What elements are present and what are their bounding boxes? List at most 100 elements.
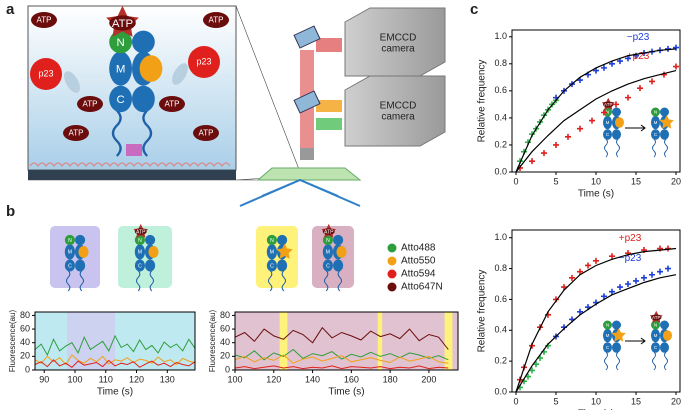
fit-line <box>515 274 677 393</box>
domain-orange <box>78 245 89 258</box>
domain-m <box>266 244 277 260</box>
x-tick-label: 5 <box>553 176 558 186</box>
atp-oval <box>77 96 103 112</box>
p23-label: p23 <box>38 68 53 78</box>
domain-label: M <box>606 120 610 125</box>
domain-label: N <box>138 238 142 244</box>
domain-orange <box>139 55 163 82</box>
point <box>673 63 679 70</box>
hsp90-icon: NM C <box>651 107 674 158</box>
domain-label: M <box>68 250 72 256</box>
domain-orange <box>615 117 624 128</box>
atp-oval <box>651 314 662 321</box>
y-axis-label: Relative frequency <box>477 60 488 143</box>
helix <box>267 270 287 292</box>
point <box>529 367 535 374</box>
domain-c <box>651 129 660 140</box>
y-tick-label: 0.4 <box>494 112 507 122</box>
point <box>577 268 583 275</box>
domain-n <box>64 234 75 246</box>
domain-n <box>266 234 277 246</box>
domain-n <box>651 320 660 330</box>
point <box>625 55 631 62</box>
x-tick-label: 15 <box>631 176 641 186</box>
point <box>585 262 591 269</box>
domain-label: M <box>326 250 330 256</box>
hsp90-icon: NM C <box>603 320 626 371</box>
fit-line <box>515 70 677 173</box>
panel-label: a <box>6 1 15 18</box>
domain-label: M <box>270 250 274 256</box>
point <box>649 271 655 278</box>
domain-label: N <box>606 110 609 115</box>
domain-c <box>75 259 86 272</box>
x-tick-label: 180 <box>383 374 398 384</box>
domain-label: ATP <box>324 229 334 235</box>
domain-c <box>322 259 333 272</box>
domain-orange <box>148 245 159 258</box>
camera-label: camera <box>381 112 415 123</box>
domain-label: M <box>654 333 658 338</box>
helix <box>604 351 620 371</box>
atp-oval <box>31 12 57 28</box>
point <box>553 141 559 148</box>
domain-c <box>333 259 344 272</box>
point <box>565 133 571 140</box>
plot-frame <box>511 229 681 393</box>
domain-c <box>134 259 145 272</box>
point <box>529 158 535 165</box>
x-tick-label: 0 <box>513 176 518 186</box>
beam-red <box>316 38 342 52</box>
domain-n <box>134 234 145 246</box>
x-tick-label: 10 <box>591 176 601 186</box>
atp-oval <box>193 125 219 141</box>
beam-orange <box>316 100 342 112</box>
x-tick-label: 130 <box>160 374 175 384</box>
trace <box>34 354 196 366</box>
atp-label: ATP <box>165 100 180 109</box>
domain-n <box>333 234 344 246</box>
atp-label: ATP <box>209 16 224 25</box>
state-shading <box>235 312 458 370</box>
x-tick-label: 200 <box>421 374 436 384</box>
domain-c <box>651 342 660 353</box>
y-axis-label: Relative frequency <box>477 270 488 353</box>
point <box>589 117 595 124</box>
series-label: −p23 <box>619 253 642 264</box>
domain-m <box>134 244 145 260</box>
tirf-prism <box>239 178 361 207</box>
domain-c <box>603 129 612 140</box>
state-shading <box>279 312 288 370</box>
domain-c <box>109 85 132 113</box>
domain-m <box>651 328 660 343</box>
point <box>673 44 679 51</box>
point <box>617 284 623 291</box>
point <box>637 85 643 92</box>
trace <box>234 348 449 361</box>
biotin <box>126 144 142 156</box>
state-shading <box>377 312 383 370</box>
surface <box>28 170 236 180</box>
domain-label: C <box>326 263 330 269</box>
y-axis-label: Fluorescence(au) <box>208 310 217 373</box>
trace <box>234 326 449 350</box>
y-tick-label: 0.6 <box>494 294 507 304</box>
point <box>649 78 655 85</box>
helix <box>135 270 155 292</box>
point <box>601 64 607 71</box>
y-tick-label: 0.8 <box>494 263 507 273</box>
y-tick-label: 0.6 <box>494 85 507 95</box>
state-shading <box>67 312 115 370</box>
domain-c <box>660 342 669 353</box>
trace <box>234 354 449 364</box>
atp-label: ATP <box>37 16 52 25</box>
state-shading <box>115 312 195 370</box>
state-box <box>256 226 298 288</box>
point <box>617 58 623 65</box>
domain-label: C <box>654 132 658 137</box>
domain-c <box>132 85 155 113</box>
atp-oval <box>159 96 185 112</box>
